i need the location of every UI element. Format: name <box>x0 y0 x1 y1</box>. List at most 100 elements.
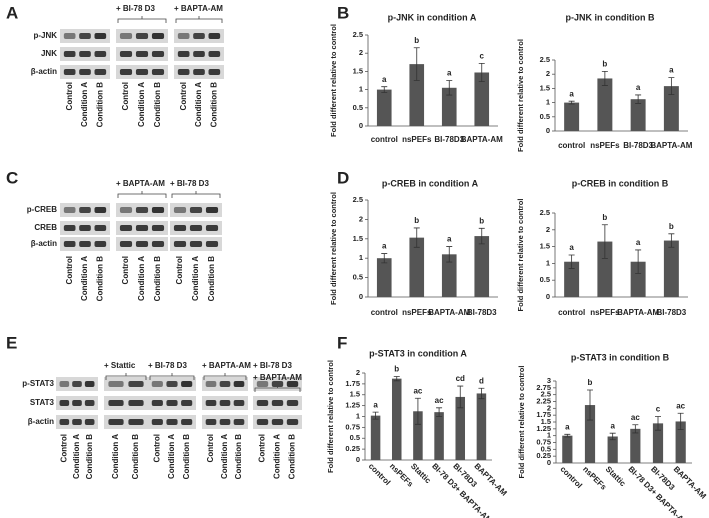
blot-band <box>135 33 149 39</box>
blot-band <box>166 381 178 387</box>
lane-label: Control <box>65 256 74 284</box>
significance-letter: b <box>414 36 419 45</box>
blot-band <box>128 381 144 387</box>
bar <box>675 421 686 463</box>
blot-band <box>79 225 91 231</box>
y-tick-label: 0 <box>359 292 363 301</box>
y-tick-label: 2 <box>359 214 363 223</box>
bar <box>441 87 457 126</box>
error-bar <box>668 77 675 96</box>
y-tick-label: 1.5 <box>353 234 363 243</box>
x-tick-label: BAPTA-AM <box>473 462 509 498</box>
significance-letter: a <box>382 75 387 84</box>
significance-letter: a <box>636 83 641 92</box>
blot-band <box>151 225 165 231</box>
lane-label: Condition A <box>72 434 81 479</box>
blot-band <box>94 69 107 75</box>
blot-band <box>219 400 231 406</box>
lane-label: Condition A <box>137 82 146 127</box>
blot-band <box>208 69 221 75</box>
y-tick-label: 2 <box>546 69 550 78</box>
blot-band <box>286 381 299 387</box>
bar <box>584 405 596 463</box>
blot-band <box>166 419 178 425</box>
y-tick-label: 1.75 <box>536 410 551 419</box>
bar <box>607 436 618 463</box>
group-header: + BAPTA-AM <box>116 179 165 188</box>
error-bar <box>446 80 453 96</box>
blot-row-label: β-actin <box>28 417 54 426</box>
y-tick-label: 0 <box>546 126 550 135</box>
blot-band <box>181 381 193 387</box>
significance-letter: ac <box>413 386 422 395</box>
lane-label: Condition A <box>80 82 89 127</box>
blot-band <box>189 207 203 213</box>
x-tick-label: BAPTA-AM <box>617 308 659 317</box>
y-tick-label: 0.5 <box>540 275 550 284</box>
group-brace <box>117 16 167 23</box>
bar <box>564 261 580 297</box>
significance-letter: b <box>669 222 674 231</box>
blot-band <box>271 419 284 425</box>
significance-letter: b <box>394 365 399 374</box>
significance-letter: a <box>610 421 615 430</box>
bar <box>663 240 679 297</box>
x-tick-label: control <box>371 135 398 144</box>
lane-label: Condition A <box>167 434 176 479</box>
blot-band <box>119 241 133 247</box>
blot-band <box>177 33 190 39</box>
bar <box>630 99 646 131</box>
blot-band <box>233 400 245 406</box>
blot-band <box>271 381 284 387</box>
y-tick-label: 3 <box>547 376 551 385</box>
group-brace <box>117 191 167 198</box>
blot-band <box>63 225 76 231</box>
blot-band <box>219 381 231 387</box>
blot-band <box>94 241 107 247</box>
error-bar <box>381 253 388 264</box>
y-axis-label: Fold different relative to control <box>329 24 338 137</box>
blot-band <box>108 381 124 387</box>
y-tick-label: 0.5 <box>541 444 551 453</box>
blot-band <box>205 419 217 425</box>
bar <box>652 423 664 463</box>
error-bar <box>568 100 575 105</box>
blot-band <box>205 241 219 247</box>
lane-label: Control <box>65 82 74 110</box>
y-tick-label: 1.5 <box>540 242 550 251</box>
group-header: + BAPTA-AM <box>174 4 223 13</box>
error-bar <box>457 385 464 409</box>
blot-band <box>256 400 269 406</box>
blot-band <box>79 241 91 247</box>
y-tick-label: 2.5 <box>540 55 550 64</box>
bar <box>455 396 466 460</box>
blot-band <box>59 381 70 387</box>
blot-band <box>193 69 205 75</box>
group-brace <box>105 373 147 380</box>
blot-band <box>135 241 149 247</box>
blot-band <box>177 69 190 75</box>
error-bar <box>587 389 593 421</box>
y-tick-label: 0.5 <box>353 273 363 282</box>
significance-letter: c <box>480 52 485 61</box>
blot-band <box>205 400 217 406</box>
blot-band <box>63 69 76 75</box>
significance-letter: b <box>588 378 593 387</box>
blot-band <box>205 225 219 231</box>
lane-label: Condition A <box>191 256 200 301</box>
panel-label: F <box>337 333 347 352</box>
blot-band <box>151 33 165 39</box>
lane-label: Condition A <box>111 434 120 479</box>
blot-band <box>119 225 133 231</box>
y-tick-label: 0 <box>547 458 551 467</box>
lane-label: Condition B <box>182 434 191 480</box>
blot-band <box>72 400 82 406</box>
x-tick-label: BAPTA-AM <box>672 465 708 501</box>
blot-band <box>119 33 133 39</box>
lane-label: Control <box>206 434 215 462</box>
significance-letter: cd <box>456 374 465 383</box>
bar <box>630 428 641 463</box>
blot-band <box>233 381 245 387</box>
y-tick-label: 2.5 <box>540 208 550 217</box>
y-tick-label: 2 <box>547 403 551 412</box>
